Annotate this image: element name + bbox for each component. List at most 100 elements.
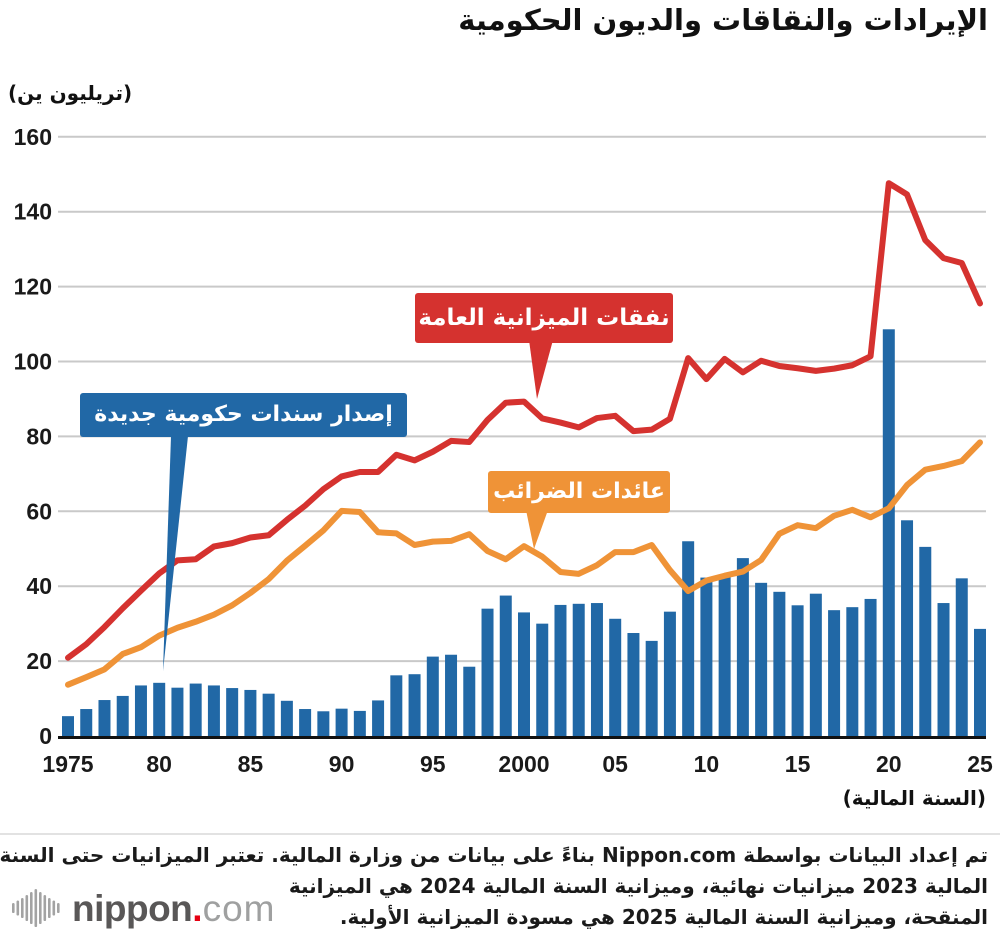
bond-issuance-bar xyxy=(536,623,549,736)
x-tick-label: 15 xyxy=(785,751,811,777)
bond-issuance-bar xyxy=(372,700,385,736)
bond-issuance-bar xyxy=(572,603,585,736)
legend-expenditures-label: نفقات الميزانية العامة xyxy=(418,304,670,331)
x-tick-label: 2000 xyxy=(498,751,549,777)
y-tick-label: 40 xyxy=(26,573,52,599)
y-tick-label: 0 xyxy=(39,723,52,749)
footer-divider xyxy=(0,833,1000,835)
bond-issuance-bar xyxy=(773,591,786,736)
bond-issuance-bar xyxy=(262,693,275,736)
bond-issuance-bar xyxy=(189,683,202,736)
bond-issuance-bar xyxy=(335,708,348,736)
y-tick-label: 120 xyxy=(14,274,52,300)
x-tick-label: 80 xyxy=(146,751,172,777)
bond-issuance-bar xyxy=(590,603,603,736)
x-tick-label: 20 xyxy=(876,751,902,777)
legend-tax-callout: عائدات الضرائب xyxy=(488,471,670,513)
bond-issuance-bar xyxy=(663,611,676,736)
y-tick-label: 80 xyxy=(26,423,52,449)
bond-issuance-bar xyxy=(846,607,859,736)
bond-issuance-bar xyxy=(609,618,622,736)
logo-icon-bar xyxy=(52,900,56,916)
bond-issuance-bar xyxy=(499,595,512,736)
y-tick-label: 20 xyxy=(26,648,52,674)
bond-issuance-bar xyxy=(207,685,220,736)
logo-icon-bar xyxy=(21,898,24,918)
x-tick-label: 95 xyxy=(420,751,446,777)
bond-issuance-bar xyxy=(955,578,968,736)
y-tick-label: 100 xyxy=(14,349,52,375)
bond-issuance-bar xyxy=(518,612,530,736)
source-note-line: المنقحة، وميزانية السنة المالية 2025 هي … xyxy=(339,905,988,929)
source-note: تم إعداد البيانات بواسطة Nippon.com بناء… xyxy=(0,840,988,933)
series-line xyxy=(65,439,983,688)
bond-issuance-bar xyxy=(682,541,695,736)
legend-bonds-callout: إصدار سندات حكومية جديدة xyxy=(80,393,407,437)
bond-issuance-bar xyxy=(828,610,841,736)
bond-issuance-bar xyxy=(901,520,914,736)
series-line xyxy=(65,180,983,661)
source-note-line: تم إعداد البيانات بواسطة Nippon.com بناء… xyxy=(0,843,988,867)
bond-issuance-bar xyxy=(280,700,293,736)
legend-expenditures-callout: نفقات الميزانية العامة xyxy=(415,293,673,343)
bond-issuance-bar xyxy=(937,603,950,736)
bond-issuance-bar xyxy=(736,558,749,736)
bond-issuance-bar xyxy=(463,666,476,736)
bond-issuance-bar xyxy=(974,628,986,736)
x-tick-label: 05 xyxy=(602,751,628,777)
bond-issuance-bar xyxy=(153,682,166,736)
bond-issuance-bar xyxy=(408,674,421,736)
bond-issuance-bar xyxy=(554,604,567,736)
logo-icon-bar xyxy=(48,898,51,918)
logo-icon-bar xyxy=(43,895,47,921)
source-note-line: المالية 2023 ميزانيات نهائية، وميزانية ا… xyxy=(288,874,988,898)
bond-issuance-bar xyxy=(390,675,403,736)
bond-issuance-bar xyxy=(645,640,658,736)
y-tick-label: 160 xyxy=(14,124,52,150)
bond-issuance-bar xyxy=(627,633,640,736)
bond-issuance-bar xyxy=(244,689,257,736)
bond-issuance-bar xyxy=(481,608,494,736)
x-axis-caption: (السنة المالية) xyxy=(842,786,986,810)
bond-issuance-bar xyxy=(98,700,111,736)
bonds-callout-tail xyxy=(163,436,188,671)
bond-issuance-bar xyxy=(317,711,330,736)
bond-issuance-bar xyxy=(134,685,147,736)
bond-issuance-bar xyxy=(171,687,184,736)
page-title: الإيرادات والنقاقات والديون الحكومية xyxy=(458,3,988,37)
bond-issuance-bar xyxy=(809,593,822,736)
nippon-logo-text: nippon.com xyxy=(72,887,276,929)
bond-issuance-bar xyxy=(791,605,804,736)
logo-icon-bar xyxy=(39,892,42,924)
x-tick-label: 90 xyxy=(329,751,355,777)
bond-issuance-bar xyxy=(80,709,93,736)
logo-icon-bar xyxy=(12,903,15,913)
bond-issuance-bar xyxy=(299,709,312,736)
bond-issuance-bar xyxy=(353,710,366,736)
x-tick-label: 10 xyxy=(694,751,720,777)
bond-issuance-bar xyxy=(718,575,731,736)
bond-issuance-bar xyxy=(62,716,74,736)
nippon-logo-icon xyxy=(12,889,60,927)
x-tick-label: 25 xyxy=(967,751,993,777)
y-tick-label: 140 xyxy=(14,199,52,225)
bond-issuance-bar xyxy=(919,546,932,736)
legend-bonds-label: إصدار سندات حكومية جديدة xyxy=(94,402,393,427)
x-tick-label: 1975 xyxy=(42,751,93,777)
bond-issuance-bar xyxy=(445,654,458,736)
x-tick-label: 85 xyxy=(238,751,264,777)
bond-issuance-bar xyxy=(226,688,239,736)
logo-icon-bar xyxy=(16,900,20,916)
logo-icon-bar xyxy=(34,889,38,927)
nippon-logo: nippon.com xyxy=(10,882,275,934)
logo-icon-bar xyxy=(25,895,29,921)
tax-callout-tail xyxy=(526,510,548,549)
legend-tax-label: عائدات الضرائب xyxy=(493,479,665,504)
bond-issuance-bar xyxy=(755,582,768,736)
bond-issuance-bar xyxy=(882,329,895,736)
bond-issuance-bar xyxy=(864,598,877,736)
logo-icon-bar xyxy=(57,903,60,913)
y-tick-label: 60 xyxy=(26,498,52,524)
